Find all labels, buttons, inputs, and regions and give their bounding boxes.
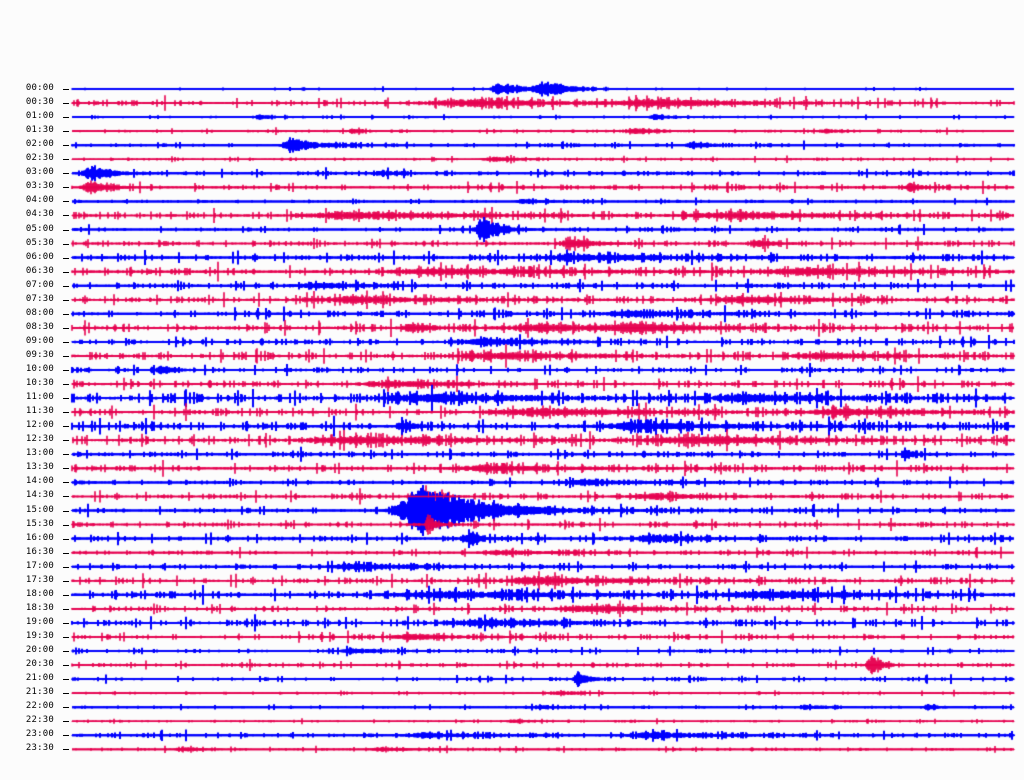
axis-tick bbox=[63, 496, 69, 497]
axis-tick bbox=[63, 258, 69, 259]
time-label: 05:00 bbox=[25, 223, 54, 234]
axis-tick bbox=[63, 511, 69, 512]
time-label: 07:30 bbox=[25, 293, 54, 304]
axis-tick bbox=[63, 454, 69, 455]
axis-tick bbox=[63, 623, 69, 624]
axis-tick bbox=[63, 398, 69, 399]
time-label: 18:00 bbox=[25, 588, 54, 599]
time-label: 01:00 bbox=[25, 111, 54, 122]
axis-tick bbox=[63, 539, 69, 540]
axis-tick bbox=[63, 426, 69, 427]
time-label: 02:00 bbox=[25, 139, 54, 150]
time-label: 08:00 bbox=[25, 307, 54, 318]
axis-tick bbox=[63, 482, 69, 483]
axis-tick bbox=[63, 637, 69, 638]
axis-tick bbox=[63, 679, 69, 680]
time-label: 04:30 bbox=[25, 209, 54, 220]
axis-tick bbox=[63, 173, 69, 174]
axis-tick bbox=[63, 525, 69, 526]
time-label: 03:30 bbox=[25, 181, 54, 192]
axis-tick bbox=[63, 651, 69, 652]
time-label: 22:30 bbox=[25, 715, 54, 726]
time-label: 17:00 bbox=[25, 560, 54, 571]
axis-tick bbox=[63, 553, 69, 554]
time-label: 12:30 bbox=[25, 434, 54, 445]
time-label: 19:00 bbox=[25, 616, 54, 627]
axis-tick bbox=[63, 440, 69, 441]
time-label: 12:00 bbox=[25, 420, 54, 431]
time-label: 16:30 bbox=[25, 546, 54, 557]
axis-tick bbox=[63, 609, 69, 610]
axis-tick bbox=[63, 244, 69, 245]
time-label: 06:00 bbox=[25, 251, 54, 262]
axis-tick bbox=[63, 595, 69, 596]
time-label: 16:00 bbox=[25, 532, 54, 543]
axis-tick bbox=[63, 201, 69, 202]
axis-tick bbox=[63, 665, 69, 666]
axis-tick bbox=[63, 131, 69, 132]
time-label: 15:00 bbox=[25, 504, 54, 515]
time-label: 00:30 bbox=[25, 97, 54, 108]
axis-tick bbox=[63, 286, 69, 287]
time-label: 23:30 bbox=[25, 743, 54, 754]
axis-tick bbox=[63, 707, 69, 708]
time-label: 13:00 bbox=[25, 448, 54, 459]
time-label: 11:30 bbox=[25, 406, 54, 417]
axis-tick bbox=[63, 693, 69, 694]
time-label: 14:00 bbox=[25, 476, 54, 487]
axis-tick bbox=[63, 89, 69, 90]
time-label: 07:00 bbox=[25, 279, 54, 290]
axis-tick bbox=[63, 230, 69, 231]
axis-tick bbox=[63, 412, 69, 413]
axis-tick bbox=[63, 187, 69, 188]
time-label: 13:30 bbox=[25, 462, 54, 473]
axis-tick bbox=[63, 567, 69, 568]
time-label: 22:00 bbox=[25, 701, 54, 712]
time-label: 05:30 bbox=[25, 237, 54, 248]
axis-tick bbox=[63, 314, 69, 315]
axis-tick bbox=[63, 356, 69, 357]
time-label: 02:30 bbox=[25, 153, 54, 164]
axis-tick bbox=[63, 159, 69, 160]
axis-tick bbox=[63, 145, 69, 146]
axis-tick bbox=[63, 749, 69, 750]
axis-tick bbox=[63, 581, 69, 582]
axis-tick bbox=[63, 300, 69, 301]
time-label: 10:30 bbox=[25, 378, 54, 389]
time-label: 10:00 bbox=[25, 364, 54, 374]
time-label: 03:00 bbox=[25, 167, 54, 178]
time-label: 08:30 bbox=[25, 321, 54, 332]
axis-tick bbox=[63, 103, 69, 104]
time-label: 18:30 bbox=[25, 602, 54, 613]
time-label: 21:30 bbox=[25, 687, 54, 698]
time-label: 20:30 bbox=[25, 659, 54, 670]
axis-tick bbox=[63, 468, 69, 469]
time-label: 15:30 bbox=[25, 518, 54, 529]
time-label: 20:00 bbox=[25, 645, 54, 655]
time-label: 09:30 bbox=[25, 349, 54, 360]
axis-tick bbox=[63, 721, 69, 722]
axis-tick bbox=[63, 342, 69, 343]
time-label: 09:00 bbox=[25, 335, 54, 346]
axis-tick bbox=[63, 215, 69, 216]
time-label: 06:30 bbox=[25, 265, 54, 276]
axis-tick bbox=[63, 117, 69, 118]
time-label: 00:00 bbox=[25, 83, 54, 93]
time-label: 14:30 bbox=[25, 490, 54, 501]
time-label: 21:00 bbox=[25, 673, 54, 684]
time-label: 17:30 bbox=[25, 574, 54, 585]
time-label: 19:30 bbox=[25, 630, 54, 641]
time-label: 04:00 bbox=[25, 195, 54, 206]
axis-tick bbox=[63, 384, 69, 385]
axis-tick bbox=[63, 370, 69, 371]
time-label: 01:30 bbox=[25, 125, 54, 136]
time-label: 23:00 bbox=[25, 729, 54, 740]
axis-tick bbox=[63, 328, 69, 329]
time-label: 11:00 bbox=[25, 392, 54, 403]
axis-tick bbox=[63, 735, 69, 736]
time-axis: 00:00 00:30 01:00 01:30 02:00 02:30 03:00 03:30… bbox=[0, 0, 72, 780]
axis-tick bbox=[63, 272, 69, 273]
